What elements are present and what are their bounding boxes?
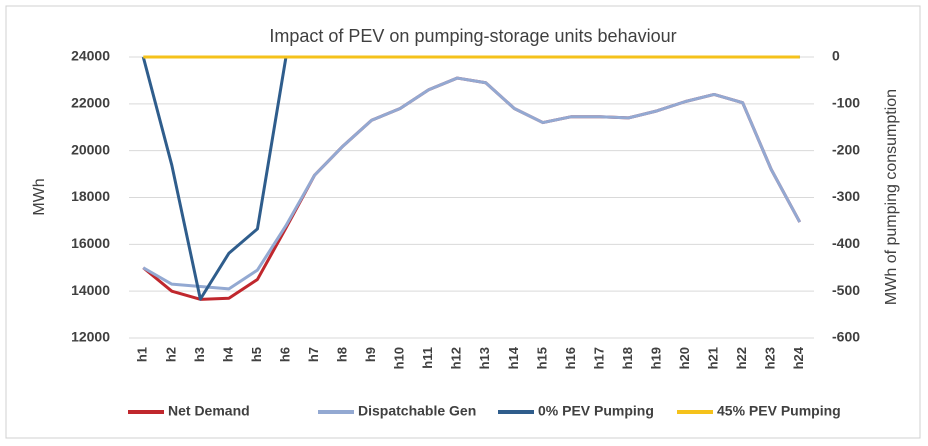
chart-frame [5,5,921,439]
y2-axis-label: MWh of pumping consumption [883,89,900,305]
y2-tick-label: -300 [832,188,860,204]
x-tick-label: h17 [591,347,606,369]
x-tick-label: h12 [449,347,464,369]
y2-tick-label: -500 [832,282,860,298]
y-tick-label: 12000 [71,329,110,345]
x-tick-label: h24 [791,346,806,369]
y2-tick-label: 0 [832,48,840,64]
x-tick-label: h10 [392,347,407,369]
legend-label: 45% PEV Pumping [717,403,841,419]
x-tick-label: h20 [677,347,692,369]
x-tick-label: h11 [420,347,435,369]
x-tick-label: h19 [648,347,663,369]
y-tick-label: 22000 [71,95,110,111]
x-tick-label: h22 [734,347,749,369]
x-tick-label: h15 [534,347,549,369]
x-tick-label: h1 [135,347,150,362]
legend-label: 0% PEV Pumping [538,403,654,419]
y2-tick-label: -100 [832,95,860,111]
x-tick-label: h4 [220,346,235,362]
y-tick-label: 14000 [71,282,110,298]
x-tick-label: h7 [306,347,321,362]
y2-tick-label: -200 [832,141,860,157]
legend-item: Net Demand [128,403,250,419]
chart-title: Impact of PEV on pumping-storage units b… [269,26,676,46]
legend-item: 45% PEV Pumping [677,403,841,419]
x-tick-label: h8 [335,347,350,362]
y-tick-label: 24000 [71,48,110,64]
x-tick-label: h23 [763,347,778,369]
y2-tick-label: -400 [832,235,860,251]
x-tick-label: h5 [249,347,264,362]
x-tick-label: h6 [277,347,292,362]
y-axis-label: MWh [31,178,48,215]
x-tick-label: h3 [192,347,207,362]
x-tick-label: h18 [620,347,635,369]
x-tick-label: h13 [477,347,492,369]
x-tick-label: h14 [506,346,521,369]
legend-item: 0% PEV Pumping [498,403,654,419]
legend-label: Dispatchable Gen [358,403,476,419]
legend-item: Dispatchable Gen [318,403,476,419]
y-tick-label: 16000 [71,235,110,251]
y-tick-label: 20000 [71,141,110,157]
legend-label: Net Demand [168,403,250,419]
x-tick-label: h16 [563,347,578,369]
y2-tick-label: -600 [832,329,860,345]
y-tick-label: 18000 [71,188,110,204]
series-line [142,76,802,291]
x-tick-label: h2 [163,347,178,362]
x-tick-label: h21 [706,347,721,369]
x-tick-label: h9 [363,347,378,362]
